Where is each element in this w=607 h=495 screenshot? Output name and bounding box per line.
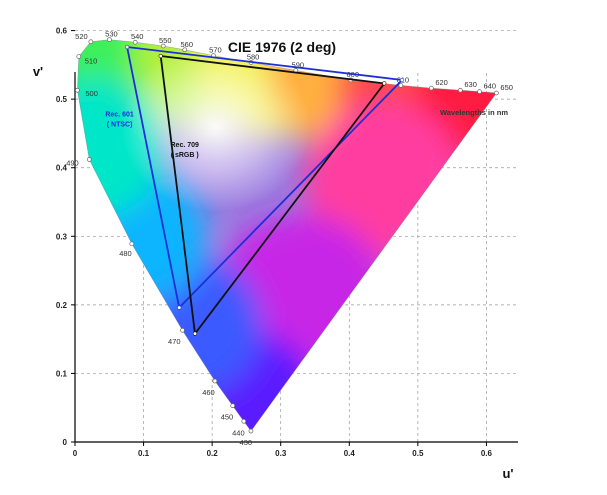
gamut-label-rec-601-1: ( NTSC) [107,121,133,128]
wavelength-note: Wavelengths in nm [440,108,508,117]
y-tick-label-2: 0.2 [56,301,68,310]
x-tick-label-4: 0.4 [344,449,356,458]
wavelength-label-500: 500 [85,89,98,98]
wavelength-label-490: 490 [66,159,79,168]
wavelength-label-470: 470 [168,337,181,346]
gamut-label-rec-709-0: Rec. 709 [171,142,200,149]
wavelength-label-530: 530 [105,30,118,39]
wavelength-marker-560 [182,47,188,53]
y-tick-label-0: 0 [63,438,68,447]
white-point-glow [120,41,311,212]
wavelength-label-630: 630 [464,80,477,89]
wavelength-marker-550 [160,43,166,49]
wavelength-label-450: 450 [221,413,234,422]
gamut-triangles: Rec. 601 ( NTSC) Rec. 709 ( sRGB ) [105,44,405,337]
wavelength-marker-640 [477,89,482,94]
wavelength-label-550: 550 [159,36,172,45]
wavelength-marker-430 [248,428,254,434]
wavelength-marker-630 [458,87,463,93]
axes [74,72,518,443]
x-tick-label-0: 0 [73,449,78,458]
wavelength-marker-470 [180,327,185,333]
wavelength-marker-650 [494,90,499,96]
gamut-vertex-rec-709-1 [158,53,163,59]
wavelength-label-430: 430 [240,438,253,447]
wavelength-label-560: 560 [181,40,194,49]
x-tick-label-2: 0.2 [207,449,219,458]
wavelength-marker-520 [88,39,94,45]
gamut-vertex-rec-601-1 [125,44,130,50]
x-tick-label-3: 0.3 [275,449,287,458]
x-tick-label-1: 0.1 [138,449,150,458]
wavelength-marker-480 [129,241,135,247]
wavelength-marker-510 [76,54,82,59]
gamut-label-rec-709-1: ( sRGB ) [171,152,199,159]
wavelength-marker-610 [398,83,404,88]
y-tick-label-1: 0.1 [56,369,68,378]
wavelength-label-570: 570 [209,46,222,55]
wavelength-label-510: 510 [85,57,98,66]
wavelength-label-540: 540 [131,32,144,41]
y-tick-label-6: 0.6 [56,27,68,36]
wavelength-label-620: 620 [435,78,448,87]
wavelength-marker-620 [429,85,434,91]
wavelength-label-520: 520 [75,32,88,41]
gamut-vertex-rec-709-0 [382,81,387,86]
gamut-vertex-rec-709-2 [192,331,198,336]
wavelength-label-440: 440 [232,428,245,437]
gamut-vertex-rec-601-2 [177,305,182,310]
y-tick-label-3: 0.3 [56,232,68,241]
wavelength-marker-490 [86,157,92,162]
x-tick-label-6: 0.6 [481,449,493,458]
y-axis-label: v' [33,64,43,79]
x-tick-label-5: 0.5 [412,449,424,458]
wavelength-label-460: 460 [202,388,215,397]
wavelength-label-580: 580 [247,52,260,61]
wavelength-marker-500 [75,87,80,93]
y-tick-label-4: 0.4 [56,164,68,173]
gamut-label-rec-601-0: Rec. 601 [105,111,134,118]
wavelength-marker-540 [132,39,138,45]
wavelength-label-640: 640 [484,82,497,91]
locus-outline [76,39,498,432]
gamut-vertex-rec-601-0 [399,77,405,83]
gamut-triangle-rec-709 [159,54,386,337]
wavelength-label-590: 590 [292,60,305,69]
wavelength-marker-450 [230,403,236,409]
y-tick-label-5: 0.5 [56,95,68,104]
wavelength-label-650: 650 [500,83,513,92]
wavelength-marker-460 [212,378,218,384]
gamut-triangle-rec-601 [125,45,405,310]
chart-title: CIE 1976 (2 deg) [228,39,336,55]
wavelength-marker-440 [241,418,247,424]
wavelength-label-480: 480 [119,249,132,258]
x-axis-label: u' [502,466,513,481]
tick-labels: 0 0.1 0.2 0.3 0.4 0.5 0.6 0 0.1 0.2 0.3 0.4 0.5 0.6 [56,27,493,458]
wavelength-marker-530 [107,37,112,42]
